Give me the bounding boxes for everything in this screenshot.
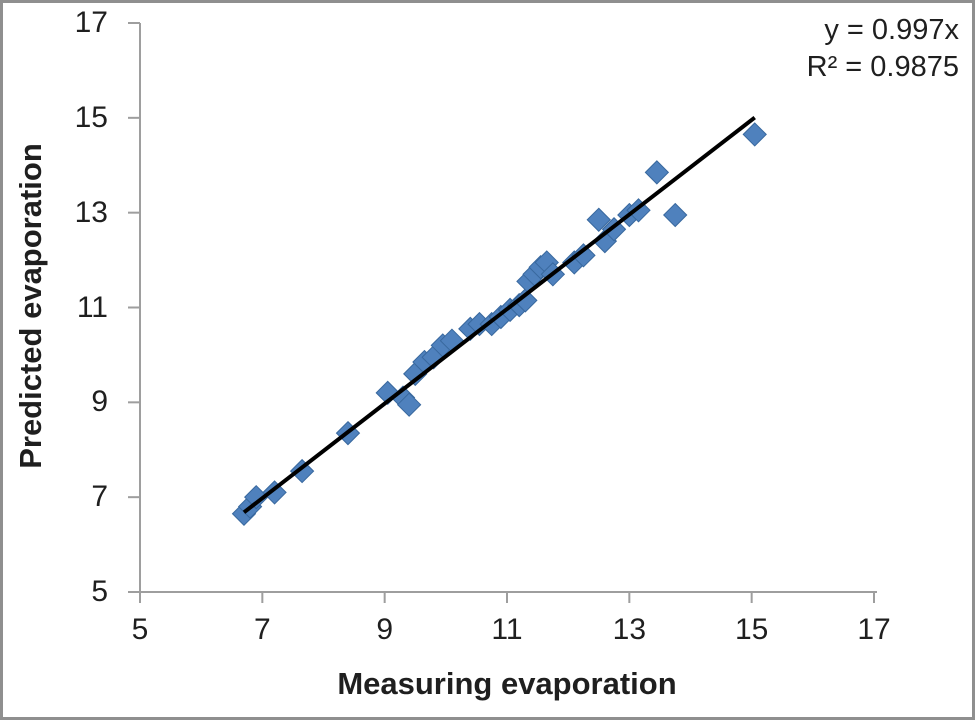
data-points bbox=[231, 122, 767, 526]
y-tick-label: 7 bbox=[91, 480, 108, 514]
axes bbox=[128, 22, 877, 603]
y-tick-label: 17 bbox=[74, 6, 108, 39]
regression-equation: y = 0.997x bbox=[824, 14, 959, 46]
data-point bbox=[586, 207, 611, 232]
y-axis-title: Predicted evaporation bbox=[13, 143, 48, 469]
regression-annotation: y = 0.997x R² = 0.9875 bbox=[807, 12, 959, 86]
x-tick-label: 11 bbox=[491, 613, 523, 646]
data-point bbox=[262, 480, 287, 505]
x-tick-label: 5 bbox=[131, 613, 149, 646]
x-axis-title: Measuring evaporation bbox=[337, 666, 677, 701]
y-tick-label: 15 bbox=[74, 100, 108, 134]
data-point bbox=[396, 392, 422, 417]
data-point bbox=[513, 288, 538, 313]
x-tick-label: 9 bbox=[376, 613, 393, 646]
data-point bbox=[571, 243, 596, 268]
x-tick-label: 13 bbox=[612, 613, 647, 646]
x-tick-label: 15 bbox=[734, 613, 769, 646]
y-tick-label: 9 bbox=[91, 385, 108, 419]
y-tick-label: 5 bbox=[91, 575, 108, 608]
x-tick-label: 17 bbox=[857, 613, 891, 646]
data-point bbox=[663, 202, 688, 228]
data-point bbox=[742, 122, 767, 147]
trend-line bbox=[242, 116, 756, 514]
regression-r-squared: R² = 0.9875 bbox=[806, 51, 959, 83]
y-tick-label: 11 bbox=[76, 290, 108, 324]
x-tick-label: 7 bbox=[253, 613, 271, 646]
data-point bbox=[601, 217, 627, 242]
data-point bbox=[289, 458, 315, 484]
y-tick-label: 13 bbox=[74, 195, 108, 229]
data-point bbox=[644, 160, 670, 185]
